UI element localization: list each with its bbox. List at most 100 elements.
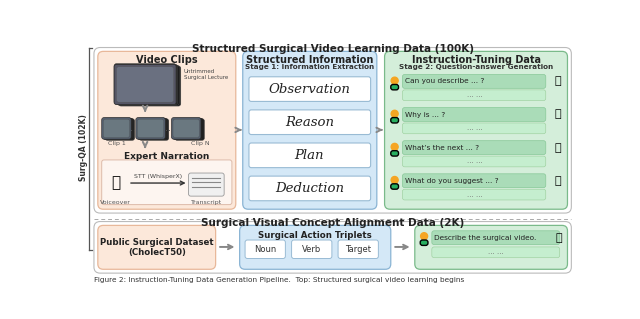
FancyBboxPatch shape [136, 118, 165, 139]
FancyBboxPatch shape [98, 51, 236, 209]
FancyBboxPatch shape [249, 77, 371, 101]
FancyBboxPatch shape [385, 51, 568, 209]
FancyBboxPatch shape [189, 173, 224, 196]
FancyBboxPatch shape [432, 247, 560, 258]
Text: Deduction: Deduction [275, 182, 344, 195]
FancyBboxPatch shape [391, 118, 399, 123]
FancyBboxPatch shape [391, 151, 399, 156]
FancyBboxPatch shape [415, 226, 568, 269]
Text: 🐼: 🐼 [556, 233, 563, 243]
Text: Figure 2: Instruction-Tuning Data Generation Pipeline.  Top: Structured surgical: Figure 2: Instruction-Tuning Data Genera… [94, 277, 464, 283]
Text: 🐼: 🐼 [554, 176, 561, 186]
Text: Stage 1: Information Extraction: Stage 1: Information Extraction [244, 64, 374, 70]
Text: ... ...: ... ... [467, 159, 483, 165]
Text: ...: ... [163, 123, 172, 133]
Text: 🐼: 🐼 [554, 76, 561, 86]
Circle shape [391, 77, 398, 84]
FancyBboxPatch shape [391, 184, 399, 189]
FancyBboxPatch shape [175, 119, 204, 140]
FancyBboxPatch shape [138, 118, 168, 140]
FancyBboxPatch shape [403, 90, 546, 101]
Text: STT (WhisperX): STT (WhisperX) [134, 174, 182, 179]
FancyBboxPatch shape [173, 118, 202, 139]
FancyBboxPatch shape [98, 226, 216, 269]
FancyBboxPatch shape [403, 189, 546, 200]
FancyBboxPatch shape [338, 240, 378, 258]
FancyBboxPatch shape [173, 119, 199, 137]
FancyBboxPatch shape [403, 141, 546, 154]
Text: Observation: Observation [268, 83, 350, 96]
Text: Clip N: Clip N [191, 141, 209, 146]
FancyBboxPatch shape [116, 67, 174, 102]
FancyBboxPatch shape [172, 118, 201, 139]
FancyBboxPatch shape [403, 74, 546, 88]
FancyBboxPatch shape [114, 64, 176, 104]
FancyBboxPatch shape [117, 65, 179, 105]
Circle shape [391, 110, 398, 117]
FancyBboxPatch shape [140, 119, 169, 140]
Text: 🐼: 🐼 [554, 143, 561, 152]
Text: Structured Surgical Video Learning Data (100K): Structured Surgical Video Learning Data … [191, 44, 474, 54]
FancyBboxPatch shape [114, 64, 176, 105]
FancyBboxPatch shape [249, 176, 371, 201]
FancyBboxPatch shape [391, 85, 399, 90]
Text: ... ...: ... ... [467, 125, 483, 131]
Text: Instruction-Tuning Data: Instruction-Tuning Data [412, 55, 541, 65]
Text: Untrimmed
Surgical Lecture: Untrimmed Surgical Lecture [184, 69, 228, 80]
FancyBboxPatch shape [420, 240, 428, 245]
Text: Transcript: Transcript [191, 200, 222, 205]
Circle shape [391, 143, 398, 150]
Text: Surg-QA (102K): Surg-QA (102K) [79, 114, 88, 181]
FancyBboxPatch shape [103, 119, 129, 137]
Text: Surgical Visual Concept Alignment Data (2K): Surgical Visual Concept Alignment Data (… [201, 219, 464, 228]
Text: Voiceover: Voiceover [100, 200, 131, 205]
FancyBboxPatch shape [403, 174, 546, 188]
FancyBboxPatch shape [94, 48, 572, 213]
Text: Public Surgical Dataset
(CholecT50): Public Surgical Dataset (CholecT50) [100, 238, 214, 257]
Circle shape [391, 176, 398, 183]
FancyBboxPatch shape [174, 118, 204, 140]
Text: Clip 1: Clip 1 [108, 141, 125, 146]
FancyBboxPatch shape [245, 240, 285, 258]
FancyBboxPatch shape [102, 118, 131, 139]
Text: 🔊: 🔊 [111, 175, 120, 190]
Text: Why is ... ?: Why is ... ? [404, 112, 445, 117]
Circle shape [420, 233, 428, 240]
FancyBboxPatch shape [243, 51, 377, 209]
FancyBboxPatch shape [138, 119, 164, 137]
FancyBboxPatch shape [403, 156, 546, 167]
FancyBboxPatch shape [239, 226, 391, 269]
FancyBboxPatch shape [432, 231, 560, 245]
Text: Expert Narration: Expert Narration [124, 152, 209, 161]
Text: ...: ... [127, 123, 136, 133]
Text: Stage 2: Question-answer Generation: Stage 2: Question-answer Generation [399, 64, 553, 70]
Text: ... ...: ... ... [467, 92, 483, 98]
FancyBboxPatch shape [94, 221, 572, 273]
FancyBboxPatch shape [403, 123, 546, 134]
FancyBboxPatch shape [102, 160, 232, 204]
FancyBboxPatch shape [292, 240, 332, 258]
Text: ... ...: ... ... [467, 192, 483, 197]
FancyBboxPatch shape [103, 118, 132, 139]
Text: Structured Information: Structured Information [246, 55, 373, 65]
FancyBboxPatch shape [116, 64, 178, 105]
FancyBboxPatch shape [119, 66, 180, 106]
FancyBboxPatch shape [403, 108, 546, 122]
Text: Surgical Action Triplets: Surgical Action Triplets [258, 231, 372, 240]
FancyBboxPatch shape [105, 119, 134, 140]
Text: Describe the surgical video.: Describe the surgical video. [434, 235, 536, 241]
Text: 🐼: 🐼 [554, 109, 561, 120]
Text: Verb: Verb [302, 245, 321, 254]
FancyBboxPatch shape [137, 118, 166, 139]
Text: What do you suggest ... ?: What do you suggest ... ? [404, 178, 499, 184]
FancyBboxPatch shape [249, 110, 371, 135]
Text: ... ...: ... ... [488, 249, 504, 255]
Text: Plan: Plan [294, 149, 324, 162]
Text: Video Clips: Video Clips [136, 55, 198, 65]
Text: Can you describe ... ?: Can you describe ... ? [404, 78, 484, 85]
Text: Reason: Reason [285, 116, 334, 129]
Text: Noun: Noun [254, 245, 276, 254]
FancyBboxPatch shape [104, 118, 134, 140]
Text: Target: Target [345, 245, 371, 254]
FancyBboxPatch shape [249, 143, 371, 168]
